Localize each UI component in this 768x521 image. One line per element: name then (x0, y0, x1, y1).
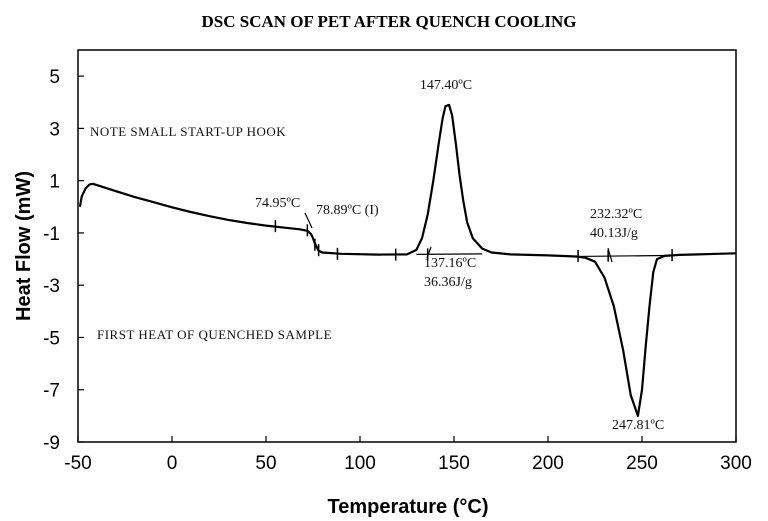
melt-leader-line (607, 247, 613, 263)
x-tick-label: 0 (167, 453, 178, 474)
y-tick-label: -7 (43, 381, 60, 402)
note-hook: NOTE SMALL START-UP HOOK (90, 124, 286, 139)
note-sample: FIRST HEAT OF QUENCHED SAMPLE (97, 327, 332, 342)
y-tick-label: 1 (49, 172, 60, 193)
melt-onset-label: 232.32ºC (590, 207, 642, 222)
heat-flow-curve (78, 103, 737, 417)
y-tick-label: 3 (49, 119, 60, 140)
curve-tick-marks (274, 220, 673, 262)
x-tick-label: 100 (344, 453, 376, 474)
y-tick-label: -5 (43, 328, 60, 349)
plot-frame (77, 49, 737, 443)
x-tick-label: 300 (720, 453, 752, 474)
x-tick-label: 50 (255, 453, 276, 474)
cryst-onset-label: 137.16ºC (424, 256, 476, 271)
x-tick-label: 200 (532, 453, 564, 474)
y-tick-label: -1 (43, 224, 60, 245)
cryst-leader-line (426, 246, 432, 259)
peak-melt-label: 247.81ºC (612, 418, 664, 433)
x-tick-label: -50 (64, 453, 91, 474)
tg-leader-line (304, 212, 313, 229)
x-axis-label: Temperature (°C) (328, 496, 489, 518)
tg-onset-label: 74.95ºC (255, 196, 300, 211)
tg-mid-label: 78.89ºC (I) (316, 203, 379, 218)
chart-title: DSC SCAN OF PET AFTER QUENCH COOLING (202, 12, 577, 31)
cryst-enthalpy-label: 36.36J/g (424, 275, 472, 290)
x-tick-label: 250 (626, 453, 658, 474)
integration-baseline (578, 254, 676, 258)
y-tick-label: -9 (43, 433, 60, 454)
y-tick-label: -3 (43, 276, 60, 297)
integration-baseline (416, 253, 483, 255)
x-axis-ticks: -50 0 50 100 150 200 250 300 (64, 436, 752, 474)
melt-enthalpy-label: 40.13J/g (590, 226, 638, 241)
peak-cryst-label: 147.40ºC (420, 78, 472, 93)
x-tick-label: 150 (438, 453, 470, 474)
y-axis-ticks: 5 3 1 -1 -3 -5 -7 -9 (43, 67, 84, 454)
y-axis-label: Heat Flow (mW) (13, 171, 35, 321)
y-tick-label: 5 (49, 67, 60, 88)
